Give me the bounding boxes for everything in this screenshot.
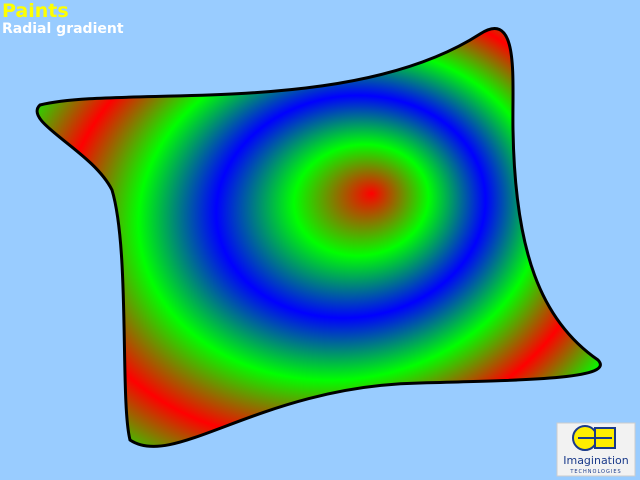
subtitle: Radial gradient (2, 21, 124, 37)
title: Paints (2, 0, 69, 22)
gradient-shape (35, 27, 602, 448)
logo: Imagination TECHNOLOGIES (556, 422, 636, 477)
logo-name: Imagination (563, 454, 629, 467)
logo-tagline: TECHNOLOGIES (569, 469, 621, 475)
